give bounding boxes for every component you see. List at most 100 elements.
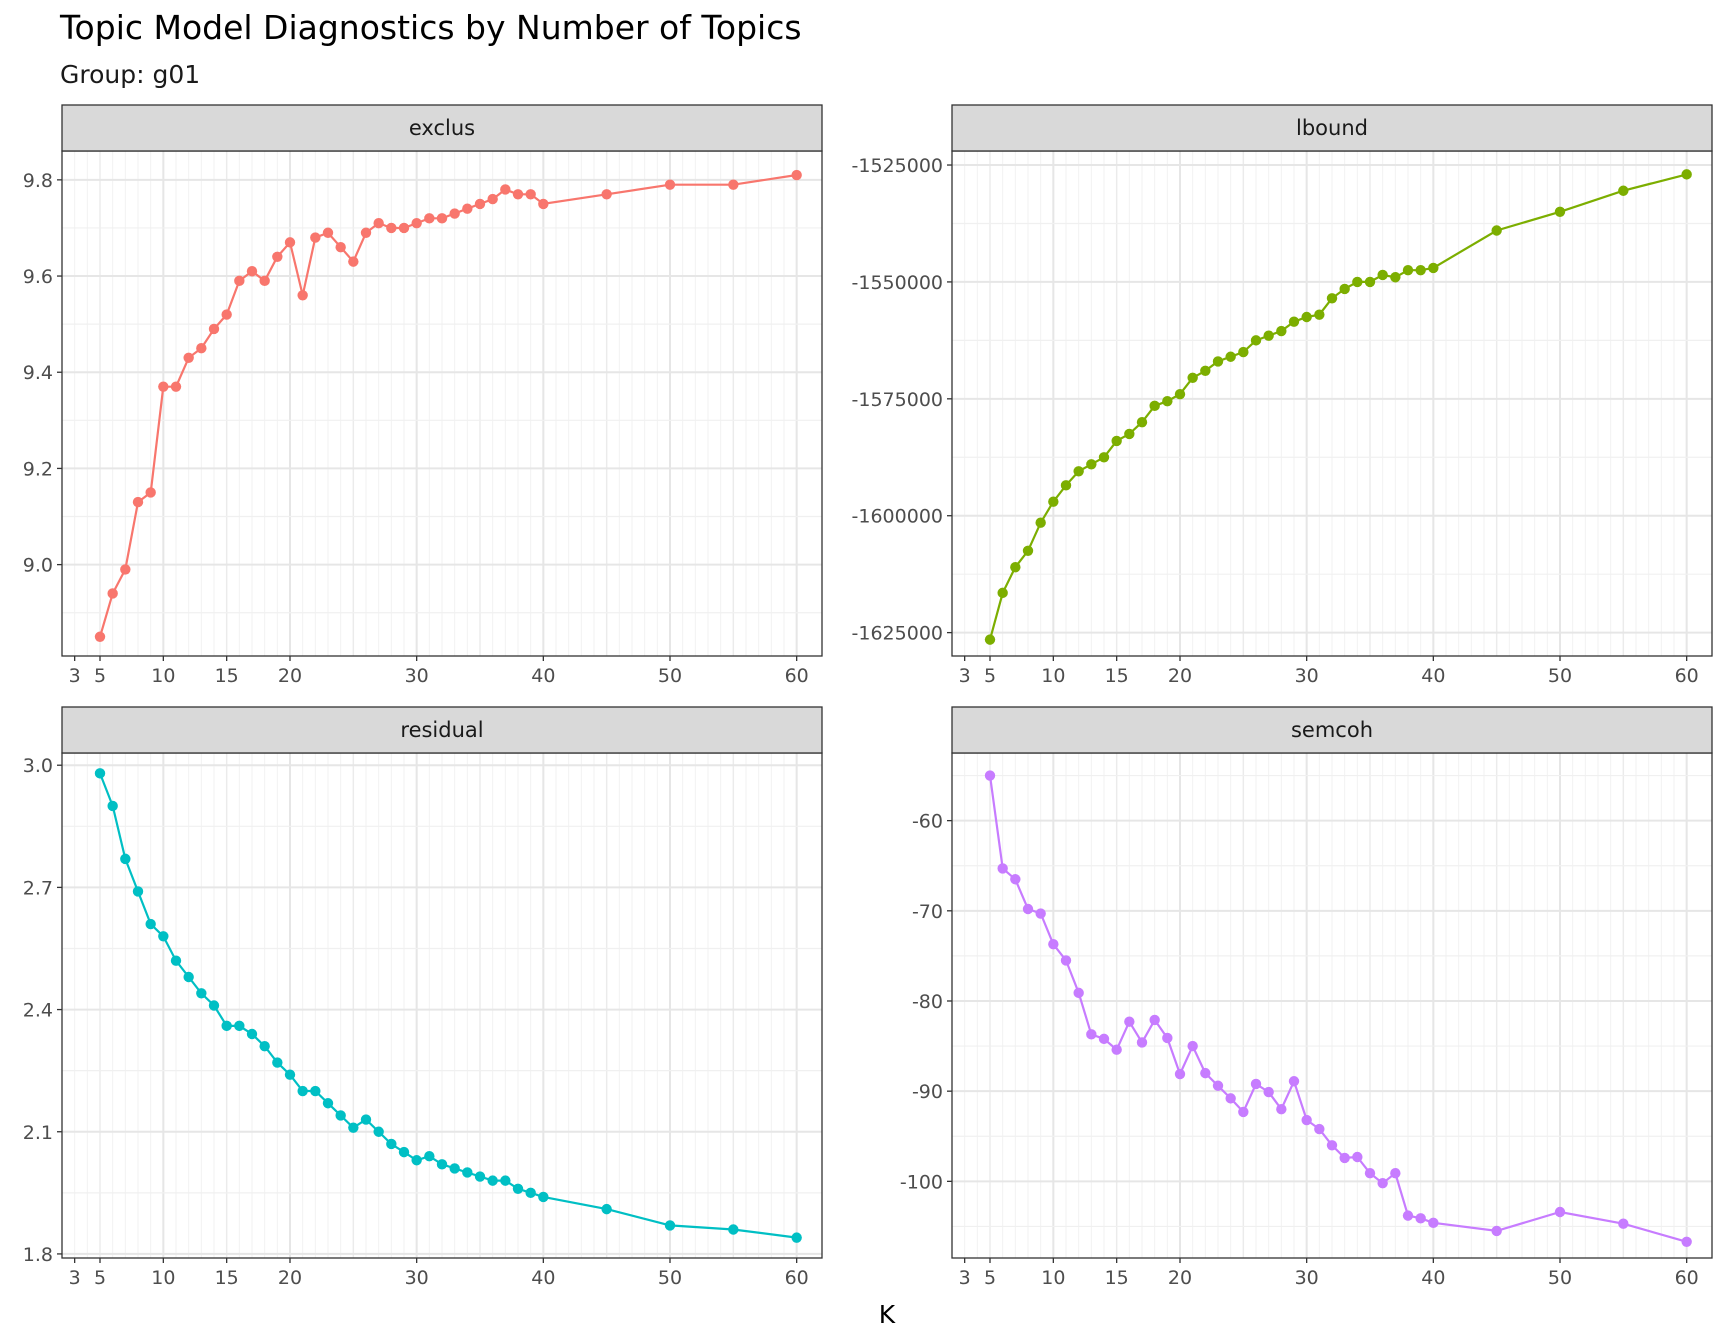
data-point [1010,561,1021,573]
data-point [601,1203,612,1215]
chart-title: Topic Model Diagnostics by Number of Top… [59,8,802,47]
data-point [664,179,676,190]
data-point [1554,206,1566,217]
data-point [1048,496,1059,507]
panel-exclus: exclus 9.0 9.2 9.4 9.6 9.8 3 5 10 15 20 30 40 50 60 [23,104,823,687]
y-tick-label: -1575000 [852,389,943,411]
y-tick-label: -1525000 [852,155,943,177]
x-tick-label: 3 [69,1267,81,1289]
data-point [1288,1076,1300,1087]
data-point [1377,269,1388,281]
data-point [208,323,220,335]
data-point [449,208,460,219]
data-point [1250,1078,1262,1090]
data-point [1187,1040,1198,1052]
strip-background [951,104,1713,152]
data-point [411,217,422,229]
data-point [1086,1029,1097,1040]
data-point [1149,1014,1160,1026]
data-point [335,241,346,253]
panel-residual: residual 1.8 2.1 2.4 2.7 3.0 3 5 10 15 20 30 40 50 60 [23,706,823,1289]
data-point [1428,262,1439,274]
x-tick-label: 3 [959,1267,971,1289]
panel-semcoh: semcoh -100 -90 -80 -70 -60 3 5 10 15 20 30 40 50 60 [900,706,1713,1289]
data-point [1048,938,1059,950]
strip-background [61,104,823,152]
data-point [1314,1123,1325,1135]
data-point [1225,1093,1236,1104]
y-tick-label: -1625000 [852,623,943,645]
y-tick-label: -60 [912,811,943,833]
data-point [1225,351,1236,362]
data-point [1618,185,1629,196]
data-point [132,886,144,897]
data-point [310,1085,321,1097]
y-tick-label: 1.8 [23,1244,53,1266]
y-tick-label: 3.0 [23,755,53,777]
data-point [1339,283,1350,295]
data-point [512,189,524,200]
data-point [310,232,321,243]
series-line-lbound [988,173,1687,640]
data-point [487,193,498,205]
data-point [120,853,131,865]
data-point [386,222,397,234]
y-tick-label: 9.0 [23,555,53,577]
data-point [791,1232,802,1243]
data-point [1136,417,1148,428]
data-point [997,863,1008,874]
y-tick-label: 9.8 [23,170,53,192]
series-line-semcoh [988,775,1688,1243]
data-point [1428,1217,1439,1229]
data-point [1022,545,1034,556]
data-point [1162,1032,1173,1044]
data-point [1263,330,1274,341]
strip-label: lbound [1296,116,1368,140]
data-point [284,1069,296,1080]
data-point [360,1114,372,1125]
data-point [1124,428,1135,440]
x-tick-label: 15 [215,1267,239,1289]
series-line-residual [98,772,797,1239]
x-tick-label: 3 [69,665,81,687]
x-tick-label: 60 [785,665,809,687]
data-point [322,1098,334,1109]
data-point [984,634,996,645]
series-line-exclus [98,173,797,638]
x-tick-label: 5 [94,665,106,687]
data-point [196,988,207,999]
y-tick-label: 9.6 [23,266,53,288]
data-point [221,1020,232,1032]
data-point [1212,356,1224,367]
data-point [1618,1218,1629,1229]
y-tick-label: 9.4 [23,362,53,384]
data-point [512,1183,524,1194]
y-tick-label: -70 [912,901,943,923]
data-point [1377,1177,1388,1189]
data-point [335,1110,346,1121]
y-tick-label: -1550000 [852,272,943,294]
x-tick-label: 50 [1548,1267,1572,1289]
data-point [1276,325,1287,337]
data-point [424,1150,435,1162]
data-point [1200,1067,1211,1079]
data-point [360,227,372,238]
x-tick-label: 10 [151,665,175,687]
x-tick-label: 20 [278,1267,302,1289]
strip-label: residual [400,718,483,742]
x-tick-label: 30 [405,665,429,687]
data-point [1554,1206,1566,1218]
data-point [1390,272,1401,283]
data-point [728,179,739,190]
data-point [1022,903,1034,915]
data-point [424,213,435,224]
data-point [997,587,1008,599]
x-tick-label: 10 [151,1267,175,1289]
data-point [234,1020,245,1032]
x-tick-label: 50 [658,665,682,687]
data-point [373,217,384,229]
data-point [373,1126,384,1137]
data-point [411,1155,422,1166]
data-point [728,1224,739,1235]
